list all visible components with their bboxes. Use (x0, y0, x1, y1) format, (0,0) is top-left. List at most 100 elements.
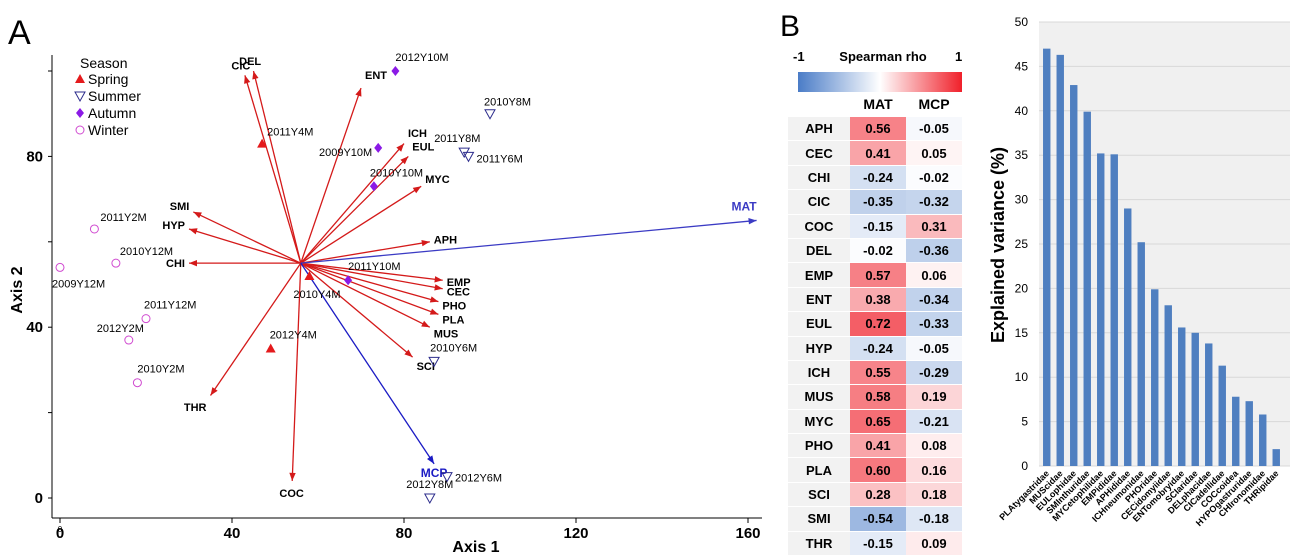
taxon-arrow (300, 143, 405, 264)
bar (1205, 343, 1213, 466)
sample-label: 2012Y8M (406, 479, 453, 491)
taxon-arrow-label: MYC (425, 174, 450, 186)
sample-marker (76, 108, 84, 118)
sample-marker (441, 472, 453, 483)
heatmap-row-label: HYP (788, 336, 850, 361)
y-tick-label: 80 (26, 148, 43, 165)
heatmap-col-header: MAT (850, 92, 906, 117)
bar (1124, 208, 1132, 467)
bar (1218, 365, 1226, 466)
heatmap-row-label: SCI (788, 482, 850, 508)
sample-label: 2011Y6M (477, 153, 523, 165)
heatmap-row-label: EUL (788, 311, 850, 337)
bar (1083, 111, 1091, 467)
heatmap-row: SMI -0.54 -0.18 (788, 506, 962, 532)
bar (1272, 449, 1280, 466)
sample-marker (75, 125, 85, 135)
taxon-arrow-label: THR (184, 402, 207, 414)
sample-marker (132, 378, 142, 388)
heatmap-corner (788, 92, 850, 117)
sample-marker (304, 270, 315, 280)
heatmap-row-label: MYC (788, 409, 850, 435)
heatmap-row-label: ICH (788, 360, 850, 386)
spearman-heatmap-table: MAT MCP APH 0.56 -0.05 CEC 0.41 0.05 CHI -0.24-… (788, 92, 962, 556)
heatmap-cell: -0.24 (850, 165, 906, 191)
legend-title: Season (80, 55, 127, 71)
heatmap-color-scale (798, 72, 962, 94)
sample-label: 2010Y6M (430, 342, 477, 354)
taxon-arrow (252, 70, 302, 264)
heatmap-cell: 0.19 (906, 384, 962, 410)
heatmap-row-label: APH (788, 116, 850, 142)
taxon-arrow-label: EMP (447, 277, 471, 289)
taxon-arrow (209, 262, 302, 396)
y-tick-label: 15 (1015, 326, 1029, 340)
heatmap-cell: -0.05 (906, 116, 962, 142)
bar-chart-y-axis-label: Explained variance (%) (988, 147, 1008, 343)
heatmap-row: ENT 0.38 -0.34 (788, 287, 962, 313)
heatmap-row: EMP 0.57 0.06 (788, 262, 962, 288)
heatmap-row-label: THR (788, 531, 850, 556)
y-tick-label: 30 (1015, 193, 1029, 207)
taxon-arrow (189, 259, 301, 267)
taxon-arrow (300, 262, 439, 315)
heatmap-row: CHI -0.24 -0.02 (788, 165, 962, 191)
bar (1097, 153, 1105, 466)
heatmap-cell: 0.28 (850, 482, 906, 508)
heatmap-row-label: MUS (788, 384, 850, 410)
x-tick-label: 80 (396, 525, 413, 542)
legend-entry: Spring (88, 71, 128, 87)
sample-label: 2010Y4M (293, 289, 340, 301)
taxon-arrow-label: DEL (239, 56, 261, 68)
y-tick-label: 5 (1021, 415, 1028, 429)
bar (1137, 242, 1145, 466)
x-tick-label: 40 (224, 525, 241, 542)
bar (1056, 54, 1064, 467)
taxon-arrow-label: CEC (447, 286, 470, 298)
heatmap-scale-max: 1 (955, 49, 962, 64)
sample-marker (265, 343, 276, 353)
sample-marker (462, 151, 475, 163)
sample-marker (344, 275, 353, 286)
heatmap-row: CIC -0.35 -0.32 (788, 189, 962, 215)
env-arrow (300, 218, 757, 264)
legend-entry: Winter (88, 122, 129, 138)
sample-label: 2011Y4M (267, 127, 313, 139)
legend-entry: Autumn (88, 105, 136, 121)
heatmap-row-label: CEC (788, 140, 850, 166)
taxon-arrow-label: PLA (442, 314, 464, 326)
heatmap-row-label: COC (788, 214, 850, 239)
bar (1191, 332, 1199, 466)
heatmap-col-header: MCP (906, 92, 962, 117)
x-tick-label: 160 (735, 525, 760, 542)
sample-label: 2011Y12M (144, 300, 196, 312)
sample-label: 2012Y2M (97, 323, 144, 335)
sample-marker (391, 66, 400, 76)
x-origin-small-label: 0 (58, 525, 63, 534)
biplot-env-arrows: MAT MCP (300, 199, 757, 480)
bar (1110, 154, 1118, 466)
biplot-x-axis-label: Axis 1 (452, 539, 499, 555)
bar (1232, 396, 1240, 466)
heatmap-header-row: MAT MCP (788, 92, 962, 117)
heatmap-row: ICH 0.55 -0.29 (788, 360, 962, 386)
bar (1164, 305, 1172, 466)
taxon-arrow (244, 75, 302, 264)
heatmap-cell: 0.18 (906, 482, 962, 508)
y-tick-label: 35 (1015, 148, 1029, 162)
sample-marker (89, 224, 99, 234)
heatmap-row-label: PLA (788, 457, 850, 483)
taxon-arrow (300, 262, 414, 358)
y-tick-label: 25 (1015, 237, 1029, 251)
heatmap-row: MUS 0.58 0.19 (788, 384, 962, 410)
y-tick-label: 10 (1015, 370, 1029, 384)
heatmap-cell: 0.16 (906, 457, 962, 483)
taxon-arrow (300, 239, 430, 264)
heatmap-cell: -0.15 (850, 214, 906, 239)
bar (1259, 414, 1267, 466)
legend-entry: Summer (88, 88, 141, 104)
bar-chart-grid (1039, 21, 1290, 467)
taxon-arrow (300, 155, 409, 264)
